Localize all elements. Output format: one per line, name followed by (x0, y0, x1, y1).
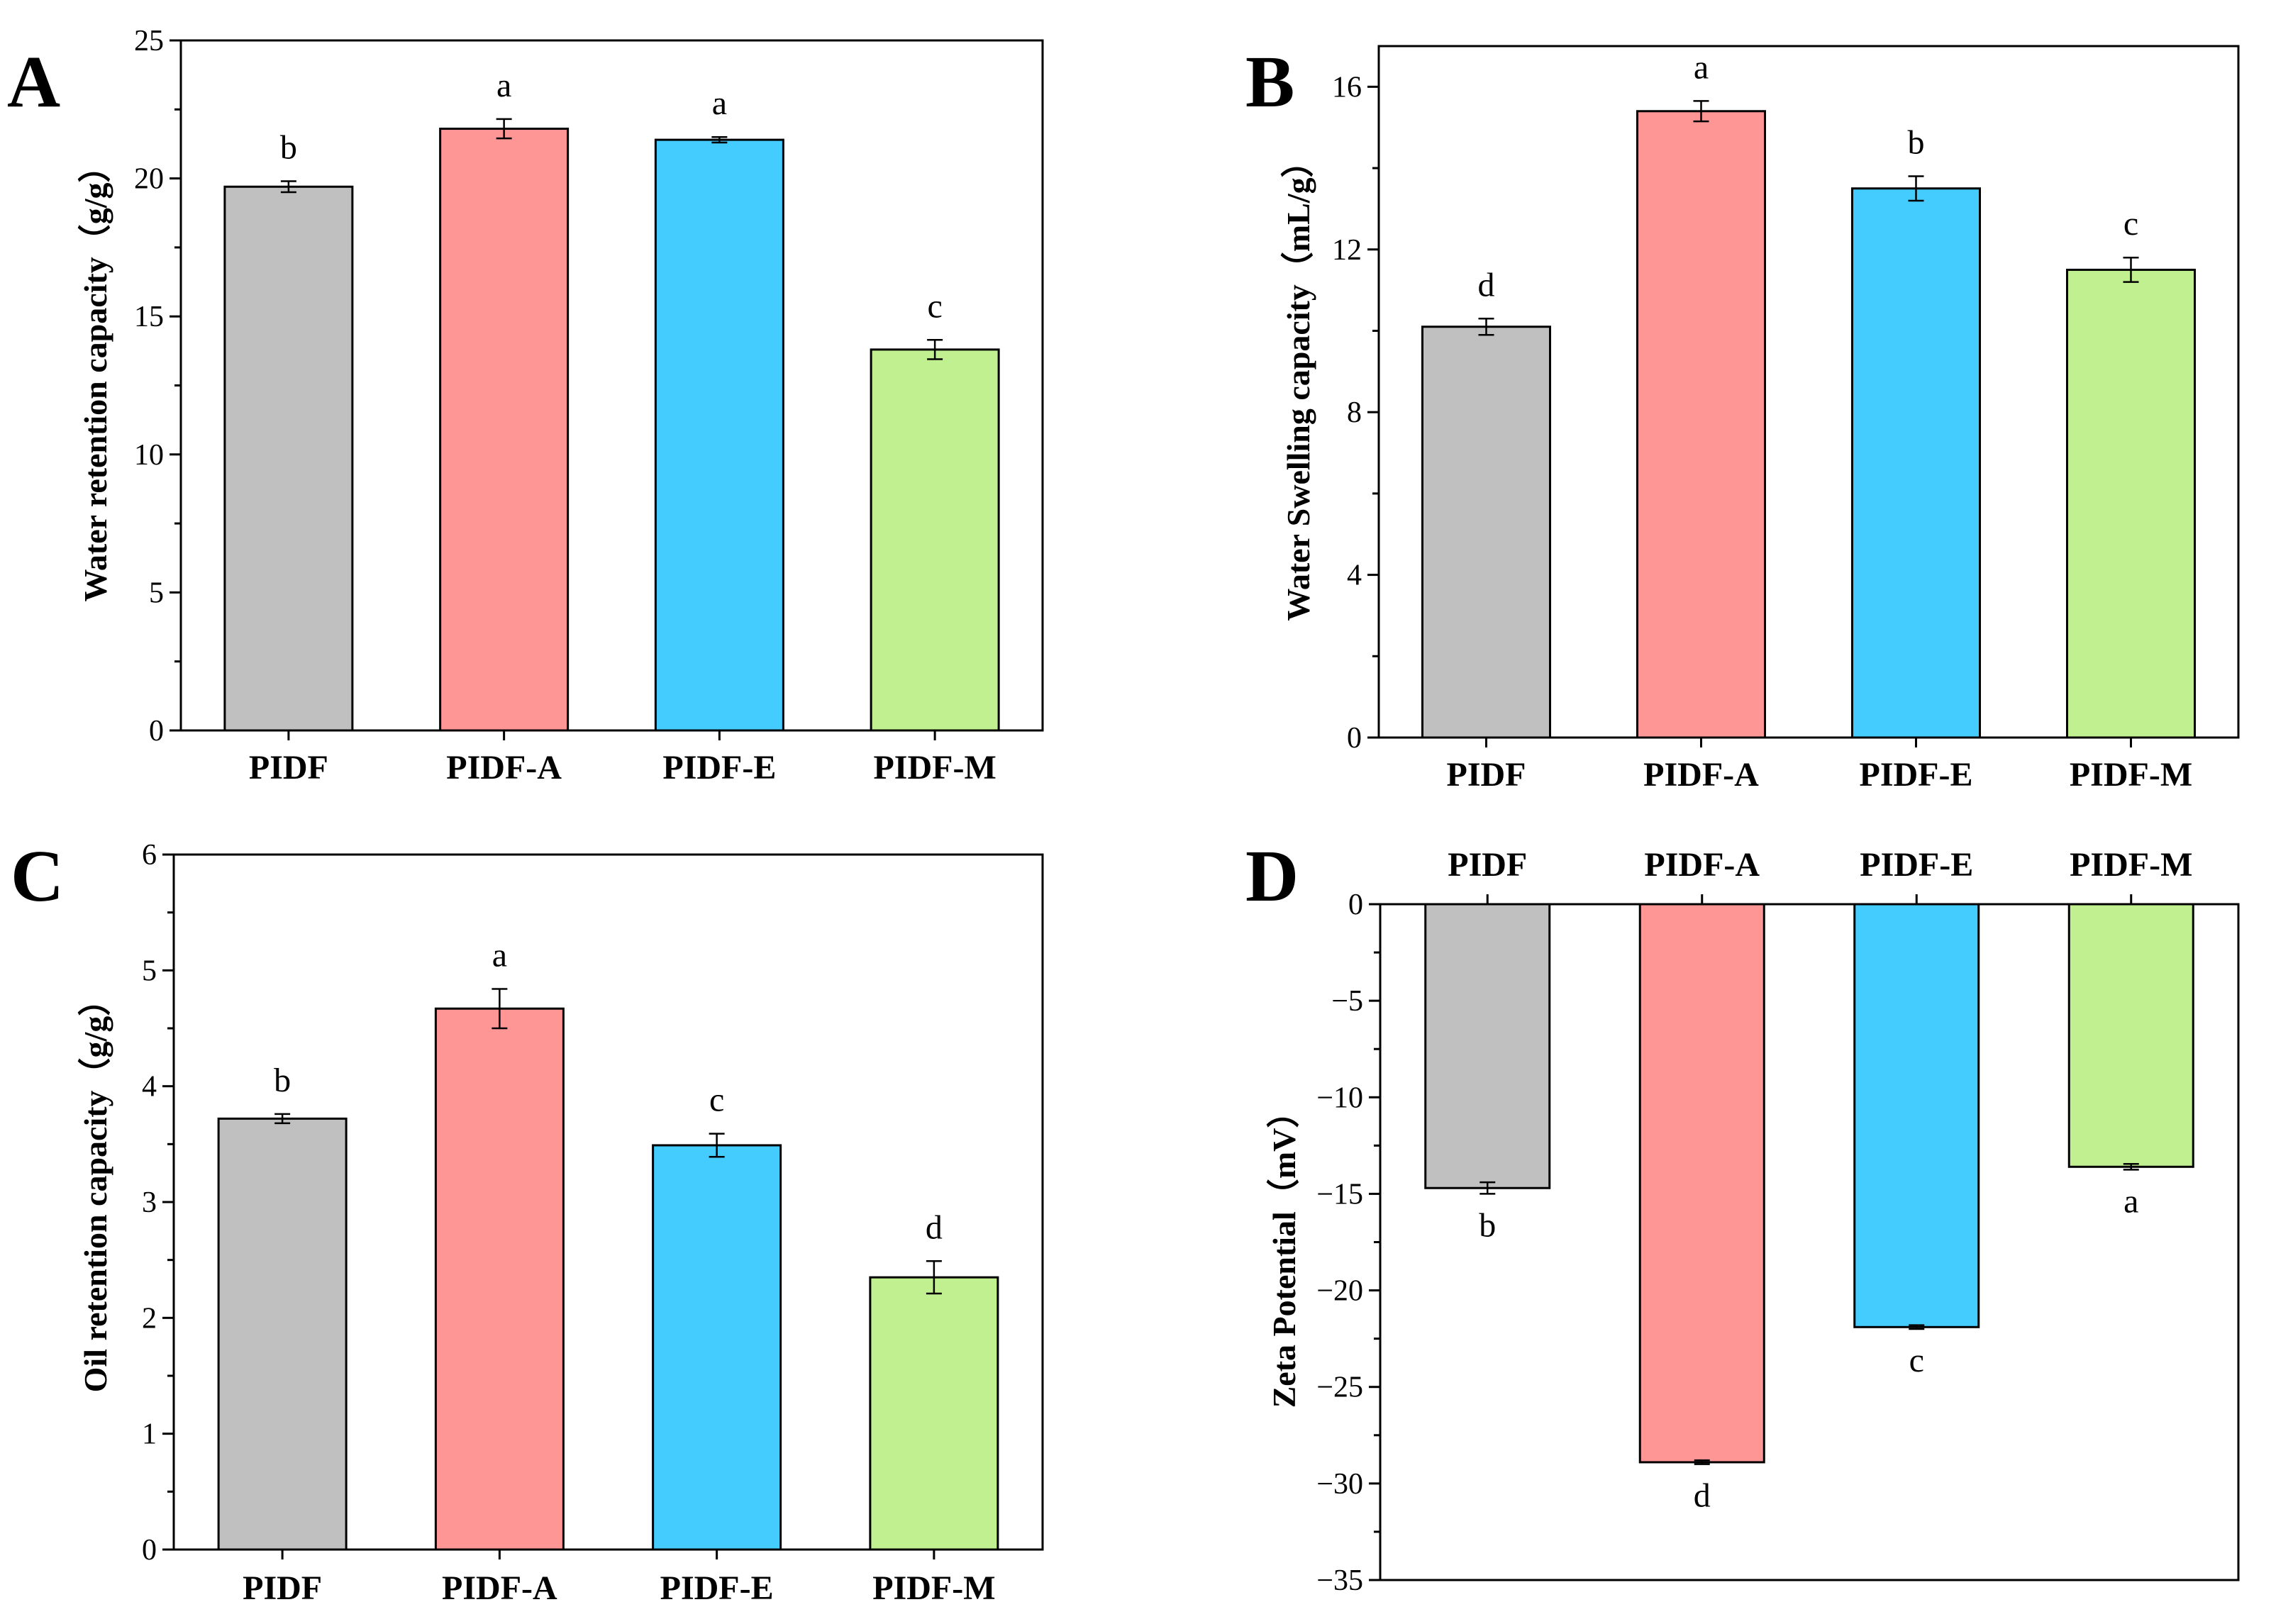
y-tick-label-c: 0 (142, 1534, 157, 1567)
y-tick-label-d: −15 (1316, 1178, 1363, 1211)
plot-area-d: −35 −30 −25 −20 −15 −10 −5 0 b PIDF d PIDF-A c PIDF-E… (1316, 846, 2240, 1597)
significance-label-d: d (1694, 1477, 1711, 1515)
significance-label-a: a (496, 67, 511, 104)
y-axis-title-d: Zeta Potential（mV） (1266, 1096, 1302, 1408)
y-tick-label-b: 8 (1347, 396, 1362, 429)
bar-d-pidf-m (2067, 903, 2194, 1168)
bar-b-pidf-m (2066, 268, 2196, 739)
plot-area-b: 0 4 8 12 16 d PIDF a PIDF-A b PIDF-E c PIDF-M (1332, 45, 2240, 794)
y-axis-title-b: Water Swelling capacity（mL/g） (1280, 145, 1316, 621)
significance-label-b: d (1478, 266, 1495, 304)
y-tick-label-d: −20 (1316, 1275, 1363, 1308)
significance-label-b: a (1694, 48, 1709, 86)
category-label-d: PIDF-M (2070, 846, 2192, 884)
significance-label-c: a (492, 936, 507, 974)
plot-area-c: 0 1 2 3 4 5 6 b PIDF a PIDF-A c PIDF-E d PIDF-M (142, 839, 1044, 1607)
chart-panel-c: C Oil retention capacity（g/g） 0 1 2 3 4 5 6 b PI… (11, 835, 1044, 1607)
bar-d-pidf-e (1853, 903, 1980, 1328)
category-label-a: PIDF-M (873, 749, 996, 786)
y-tick-label-a: 15 (134, 301, 164, 333)
category-label-c: PIDF-E (660, 1569, 774, 1607)
y-tick-label-d: −35 (1316, 1564, 1363, 1597)
bar-b-pidf-e (1851, 187, 1981, 739)
y-tick-label-c: 1 (142, 1418, 157, 1451)
y-tick-label-c: 6 (142, 839, 157, 872)
y-tick-label-c: 4 (142, 1071, 157, 1103)
category-label-c: PIDF-A (442, 1569, 557, 1607)
y-tick-label-c: 3 (142, 1186, 157, 1219)
category-label-d: PIDF (1448, 846, 1527, 884)
chart-panel-d: D Zeta Potential（mV） −35−30−25−20−15−10−… (1245, 835, 2240, 1597)
bar-a-pidf-m (870, 348, 1000, 732)
significance-label-b: b (1908, 124, 1925, 162)
y-axis-title-c: Oil retention capacity（g/g） (77, 984, 113, 1393)
category-label-d: PIDF-A (1644, 846, 1760, 884)
bar-b-pidf (1421, 326, 1551, 739)
bar-d-pidf-a (1638, 903, 1765, 1464)
bar-c-pidf-m (869, 1276, 999, 1551)
significance-label-a: a (712, 84, 727, 122)
significance-label-d: b (1479, 1206, 1496, 1244)
category-label-c: PIDF-M (872, 1569, 995, 1607)
y-tick-label-c: 2 (142, 1302, 157, 1335)
category-label-d: PIDF-E (1860, 846, 1973, 884)
panel-label-a: A (7, 41, 60, 123)
y-tick-label-d: −30 (1316, 1468, 1363, 1501)
significance-label-c: d (926, 1208, 943, 1246)
category-label-b: PIDF-M (2070, 756, 2192, 794)
bar-a-pidf-e (654, 138, 784, 732)
y-tick-label-a: 25 (134, 25, 164, 57)
y-tick-label-b: 12 (1332, 234, 1362, 267)
y-tick-label-a: 0 (149, 715, 164, 747)
bar-c-pidf-e (652, 1144, 782, 1551)
bar-d-pidf (1424, 903, 1551, 1189)
y-tick-label-a: 20 (134, 163, 164, 196)
y-tick-label-a: 5 (149, 577, 164, 609)
bar-c-pidf (217, 1117, 348, 1551)
y-tick-label-d: −10 (1316, 1081, 1363, 1114)
significance-label-c: c (709, 1081, 724, 1119)
chart-panel-a: A Water retention capacity（g/g） 0 5 10 15 20… (7, 25, 1044, 786)
bar-a-pidf (223, 185, 354, 732)
category-label-a: PIDF-A (446, 749, 562, 786)
category-label-b: PIDF-A (1643, 756, 1759, 794)
significance-label-a: b (280, 128, 297, 166)
category-label-a: PIDF-E (662, 749, 776, 786)
panel-label-d: D (1245, 835, 1299, 917)
y-tick-label-b: 4 (1347, 560, 1362, 592)
bar-b-pidf-a (1636, 110, 1766, 739)
category-label-a: PIDF (249, 749, 328, 786)
category-label-b: PIDF-E (1860, 756, 1973, 794)
significance-label-c: b (274, 1062, 291, 1099)
significance-label-d: c (1909, 1342, 1924, 1379)
y-tick-label-d: 0 (1348, 889, 1363, 921)
panel-label-c: C (11, 835, 64, 917)
y-tick-label-d: −25 (1316, 1372, 1363, 1404)
y-tick-label-d: −5 (1331, 985, 1363, 1018)
y-tick-label-a: 10 (134, 439, 164, 472)
significance-label-d: a (2123, 1182, 2138, 1220)
significance-label-a: c (927, 287, 942, 325)
y-axis-title-a: Water retention capacity（g/g） (77, 150, 113, 601)
y-tick-label-b: 0 (1347, 722, 1362, 755)
bar-a-pidf-a (439, 128, 570, 732)
plot-area-a: 0 5 10 15 20 25 b PIDF a PIDF-A a PIDF-E c PIDF-M (134, 25, 1044, 786)
plot-frame-b (1377, 45, 2240, 739)
category-label-b: PIDF (1447, 756, 1526, 794)
chart-panel-b: B Water Swelling capacity（mL/g） 0 4 8 12 16 d… (1245, 41, 2240, 794)
panel-label-b: B (1245, 41, 1294, 123)
y-tick-label-b: 16 (1332, 71, 1362, 104)
significance-label-b: c (2123, 205, 2138, 243)
bar-c-pidf-a (434, 1007, 565, 1551)
y-tick-label-c: 5 (142, 955, 157, 987)
category-label-c: PIDF (243, 1569, 322, 1607)
